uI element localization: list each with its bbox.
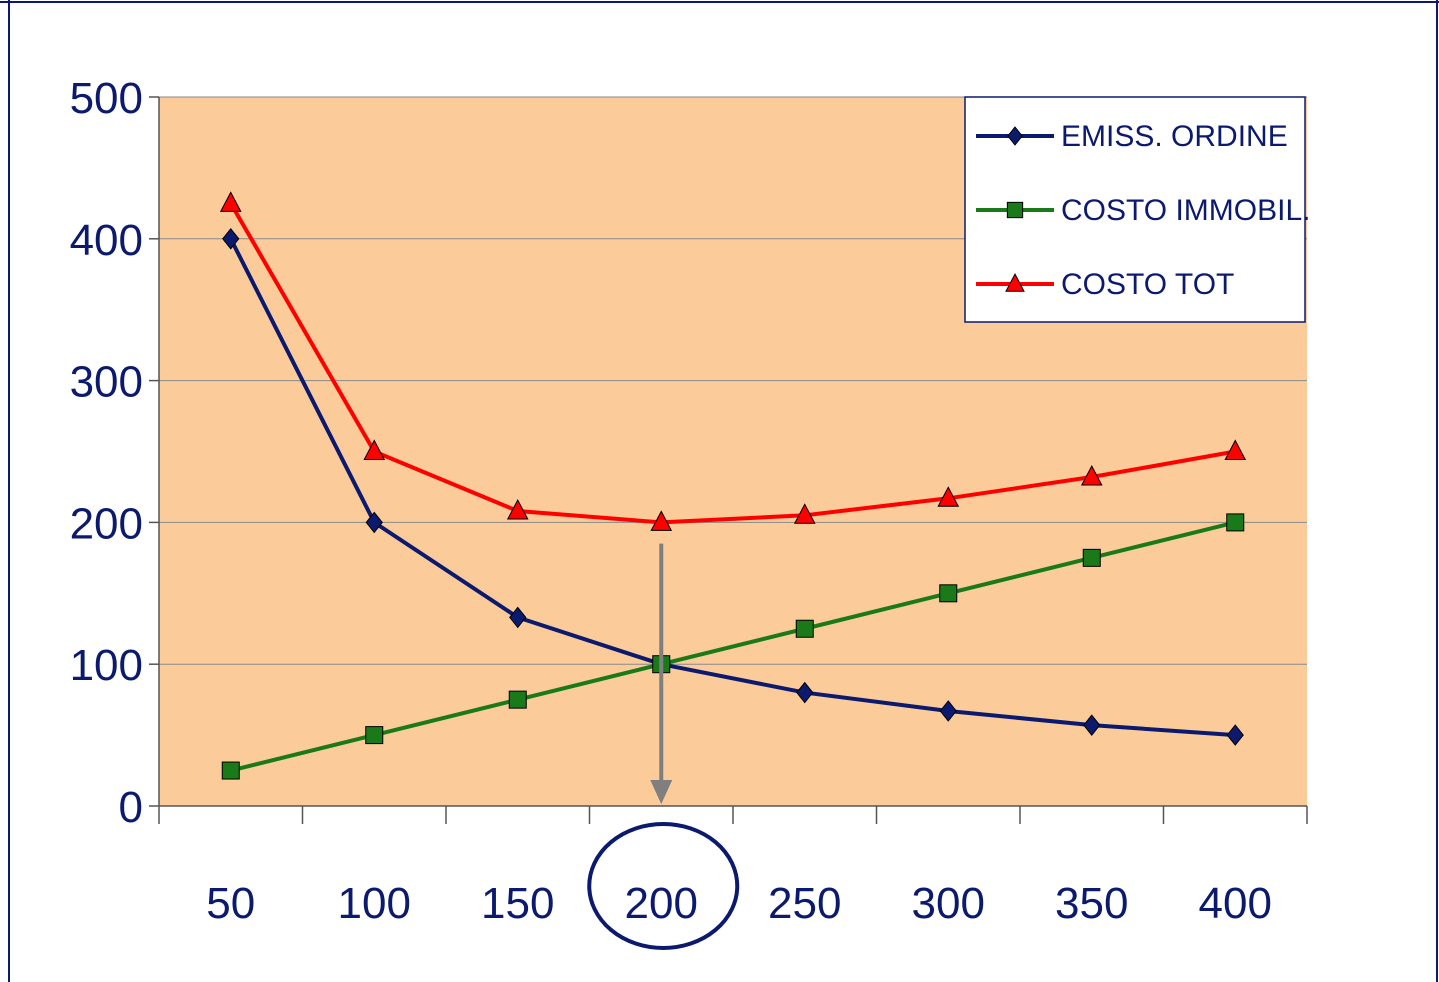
data-point bbox=[222, 227, 240, 250]
data-point bbox=[508, 690, 527, 709]
series-2 bbox=[219, 191, 1247, 531]
legend-entry: COSTO TOT bbox=[976, 268, 1234, 301]
highlight-circle bbox=[587, 822, 740, 950]
legend: EMISS. ORDINE COSTO IMMOBIL. COSTO TOT bbox=[964, 96, 1310, 323]
data-point bbox=[793, 503, 816, 524]
series-1 bbox=[221, 513, 1245, 780]
y-tick-label: 400 bbox=[70, 216, 143, 265]
data-point bbox=[939, 584, 958, 603]
y-tick-label: 100 bbox=[70, 641, 143, 690]
data-point bbox=[363, 439, 386, 460]
x-tick-label: 250 bbox=[768, 879, 841, 928]
x-tick-label: 150 bbox=[481, 879, 554, 928]
data-point bbox=[365, 511, 383, 534]
legend-label: COSTO TOT bbox=[1061, 268, 1234, 301]
data-point bbox=[221, 761, 240, 780]
x-axis-ticks: 50 100 150 200 250 300 350 400 bbox=[158, 806, 1308, 928]
y-tick-label: 200 bbox=[70, 499, 143, 548]
data-point bbox=[219, 191, 242, 212]
x-tick-label: 300 bbox=[912, 879, 985, 928]
x-tick-label: 350 bbox=[1055, 879, 1128, 928]
data-point bbox=[796, 681, 814, 704]
legend-marker bbox=[1006, 201, 1024, 219]
legend-marker bbox=[1005, 273, 1025, 292]
legend-entry: EMISS. ORDINE bbox=[976, 120, 1288, 153]
legend-label: EMISS. ORDINE bbox=[1061, 120, 1288, 153]
data-point bbox=[365, 726, 384, 745]
x-tick-label: 50 bbox=[206, 879, 255, 928]
legend-marker bbox=[1007, 126, 1023, 146]
data-point bbox=[1082, 548, 1101, 567]
data-point bbox=[937, 486, 960, 507]
data-point bbox=[1226, 513, 1245, 532]
y-tick-label: 0 bbox=[119, 783, 143, 832]
data-point bbox=[650, 510, 673, 531]
arrowhead bbox=[650, 780, 673, 804]
series-line bbox=[228, 237, 1236, 738]
legend-entry: COSTO IMMOBIL. bbox=[976, 194, 1310, 227]
data-point bbox=[1224, 439, 1247, 460]
x-tick-label: 100 bbox=[338, 879, 411, 928]
data-point bbox=[1226, 724, 1244, 746]
data-point bbox=[1080, 464, 1103, 486]
data-point bbox=[939, 700, 957, 722]
optimum-annotation bbox=[587, 543, 740, 950]
data-point bbox=[795, 619, 814, 638]
series-line bbox=[229, 202, 1236, 525]
x-tick-label: 400 bbox=[1199, 879, 1272, 928]
y-axis-ticks: 0 100 200 300 400 500 bbox=[70, 74, 159, 832]
y-tick-label: 500 bbox=[70, 74, 143, 123]
data-point bbox=[1083, 714, 1101, 736]
x-tick-label: 200 bbox=[625, 879, 698, 928]
data-point bbox=[509, 606, 527, 629]
series-layer bbox=[219, 191, 1247, 780]
series-line bbox=[230, 520, 1236, 773]
y-tick-label: 300 bbox=[70, 358, 143, 407]
legend-label: COSTO IMMOBIL. bbox=[1061, 194, 1310, 227]
data-point bbox=[506, 498, 529, 520]
